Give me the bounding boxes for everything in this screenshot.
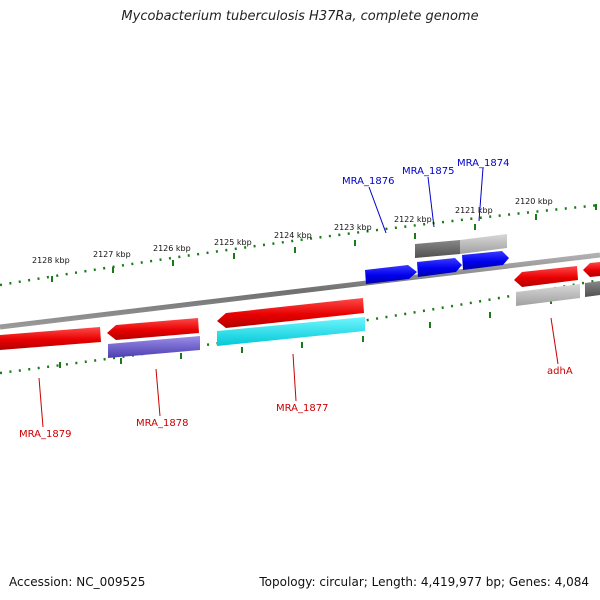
map-title: Mycobacterium tuberculosis H37Ra, comple…	[121, 9, 479, 24]
gene-arrow-adhA[interactable]	[514, 266, 578, 287]
gene-label-mra1877[interactable]: MRA_1877	[276, 403, 328, 414]
genome-summary-text: Topology: circular; Length: 4,419,977 bp…	[259, 575, 589, 589]
gene-arrow-mra1875[interactable]	[417, 258, 462, 277]
gene-arrow-mra1876[interactable]	[365, 265, 417, 284]
reverse-genes	[0, 262, 600, 350]
gene-label-mra1876[interactable]: MRA_1876	[342, 176, 394, 187]
tick-label: 2124 kbp	[274, 231, 312, 240]
tick-label: 2123 kbp	[334, 223, 372, 232]
gene-label-mra1875[interactable]: MRA_1875	[402, 166, 454, 177]
tick-label: 2121 kbp	[455, 206, 493, 215]
tick-label: 2126 kbp	[153, 244, 191, 253]
outer-major-ticks	[51, 204, 597, 282]
gene-label-mra1874[interactable]: MRA_1874	[457, 158, 509, 169]
gene-arrow-mra1874[interactable]	[462, 251, 509, 270]
tick-label: 2122 kbp	[394, 215, 432, 224]
gene-label-mra1879[interactable]: MRA_1879	[19, 429, 71, 440]
accession-text: Accession: NC_009525	[9, 575, 146, 589]
tick-labels: 2128 kbp 2127 kbp 2126 kbp 2125 kbp 2124…	[32, 197, 553, 265]
gray-cds-top	[415, 234, 507, 258]
gene-arrow-mra1877[interactable]	[217, 298, 364, 328]
gene-arrow-mra1878[interactable]	[107, 318, 199, 340]
gene-arrow-partial[interactable]	[583, 262, 600, 277]
tick-label: 2125 kbp	[214, 238, 252, 247]
tick-label: 2128 kbp	[32, 256, 70, 265]
gene-arrow-mra1879[interactable]	[0, 327, 101, 350]
forward-genes	[365, 251, 509, 284]
gene-labels: MRA_1876 MRA_1875 MRA_1874 MRA_1879 MRA_…	[19, 158, 573, 440]
gene-label-adhA[interactable]: adhA	[547, 366, 573, 377]
tick-label: 2120 kbp	[515, 197, 553, 206]
tick-label: 2127 kbp	[93, 250, 131, 259]
label-leaders	[38, 167, 559, 428]
gene-label-mra1878[interactable]: MRA_1878	[136, 418, 188, 429]
outer-tick-ring	[0, 203, 600, 287]
genome-backbone	[0, 252, 600, 330]
cds-blocks-bottom	[108, 281, 600, 358]
